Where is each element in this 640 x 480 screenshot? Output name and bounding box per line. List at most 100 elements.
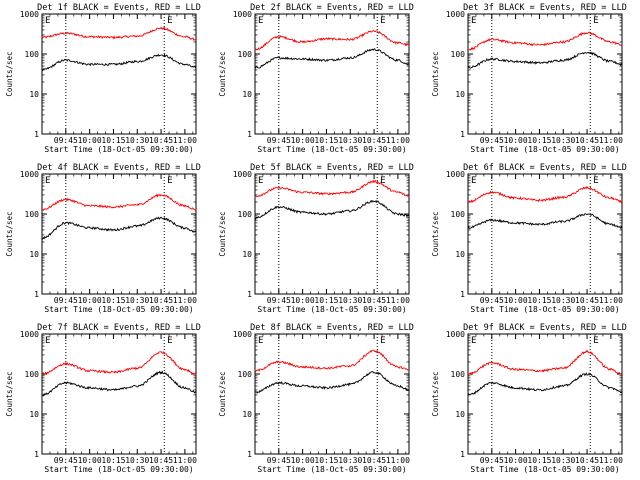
- x-tick-label: 11:00: [386, 296, 410, 305]
- x-tick-label: 10:00: [504, 296, 528, 305]
- panel-1: Det 1f BLACK = Events, RED = LLD Counts/s…: [5, 3, 201, 154]
- x-tick-label: 10:30: [551, 296, 575, 305]
- x-tick-label: 10:30: [551, 456, 575, 465]
- y-tick-label: 1: [247, 130, 252, 139]
- y-tick-label: 1: [460, 450, 465, 459]
- x-axis-label: Start Time (18-Oct-05 09:30:00): [470, 305, 619, 314]
- e-marker-1: E: [258, 16, 263, 26]
- y-tick-label: 100: [25, 210, 40, 219]
- x-tick-label: 11:00: [173, 456, 197, 465]
- series-line-events: [467, 51, 623, 69]
- x-tick-label: 10:00: [291, 456, 315, 465]
- x-tick-label: 10:45: [362, 456, 386, 465]
- y-tick-label: 100: [451, 50, 466, 59]
- x-axis-label: Start Time (18-Oct-05 09:30:00): [44, 145, 193, 154]
- plot-frame: [467, 333, 623, 455]
- plot-frame: [467, 13, 623, 135]
- x-tick-label: 10:15: [527, 136, 551, 145]
- panel-title: Det 7f BLACK = Events, RED = LLD: [37, 323, 201, 333]
- y-tick-label: 100: [238, 370, 253, 379]
- y-tick-label: 1000: [233, 170, 252, 179]
- y-tick-label: 1000: [233, 10, 252, 19]
- x-tick-label: 10:00: [78, 136, 102, 145]
- x-axis-label: Start Time (18-Oct-05 09:30:00): [44, 465, 193, 474]
- series-line-lld: [467, 186, 623, 204]
- x-tick-label: 11:00: [173, 296, 197, 305]
- y-tick-label: 10: [455, 250, 465, 259]
- e-marker-2: E: [593, 176, 598, 186]
- e-marker-1: E: [45, 16, 50, 26]
- x-axis-label: Start Time (18-Oct-05 09:30:00): [470, 465, 619, 474]
- x-tick-label: 10:30: [125, 136, 149, 145]
- x-axis-label: Start Time (18-Oct-05 09:30:00): [44, 305, 193, 314]
- x-tick-label: 11:00: [599, 456, 623, 465]
- x-tick-label: 09:45: [54, 456, 78, 465]
- panel-title: Det 6f BLACK = Events, RED = LLD: [463, 163, 627, 173]
- series-line-lld: [467, 31, 623, 51]
- y-tick-label: 1: [247, 450, 252, 459]
- y-tick-label: 1: [247, 290, 252, 299]
- series-line-events: [41, 53, 197, 72]
- y-tick-label: 1000: [446, 330, 465, 339]
- x-axis-label: Start Time (18-Oct-05 09:30:00): [470, 145, 619, 154]
- panel-title: Det 5f BLACK = Events, RED = LLD: [250, 163, 414, 173]
- plot-frame: [41, 333, 197, 455]
- x-tick-label: 10:30: [551, 136, 575, 145]
- x-tick-label: 10:45: [575, 456, 599, 465]
- x-tick-label: 10:15: [101, 136, 125, 145]
- x-tick-label: 10:15: [314, 456, 338, 465]
- y-tick-label: 1000: [20, 170, 39, 179]
- e-marker-1: E: [258, 176, 263, 186]
- x-tick-label: 10:45: [575, 296, 599, 305]
- panel-8: Det 8f BLACK = Events, RED = LLD Counts/s…: [218, 323, 414, 474]
- series-line-events: [41, 370, 197, 397]
- series-line-events: [467, 372, 623, 396]
- series-line-events: [41, 216, 197, 240]
- y-tick-label: 1: [34, 450, 39, 459]
- plot-frame: [41, 173, 197, 295]
- series-line-lld: [467, 349, 623, 376]
- x-tick-label: 10:45: [362, 296, 386, 305]
- x-tick-label: 10:45: [149, 136, 173, 145]
- series-line-events: [467, 213, 623, 230]
- e-marker-2: E: [380, 336, 385, 346]
- y-tick-label: 10: [29, 90, 39, 99]
- plot-frame: [467, 173, 623, 295]
- x-tick-label: 11:00: [173, 136, 197, 145]
- x-tick-label: 10:15: [314, 136, 338, 145]
- e-marker-2: E: [380, 176, 385, 186]
- plot-frame: [254, 13, 410, 135]
- e-marker-1: E: [45, 176, 50, 186]
- panel-title: Det 1f BLACK = Events, RED = LLD: [37, 3, 201, 13]
- e-marker-2: E: [593, 336, 598, 346]
- panel-title: Det 2f BLACK = Events, RED = LLD: [250, 3, 414, 13]
- y-axis-label: Counts/sec: [5, 371, 14, 416]
- panel-title: Det 4f BLACK = Events, RED = LLD: [37, 163, 201, 173]
- plot-frame: [41, 13, 197, 135]
- panel-7: Det 7f BLACK = Events, RED = LLD Counts/s…: [5, 323, 201, 474]
- series-line-events: [254, 199, 410, 220]
- plot-frame: [254, 333, 410, 455]
- x-tick-label: 11:00: [386, 456, 410, 465]
- x-tick-label: 10:00: [78, 296, 102, 305]
- x-tick-label: 10:00: [291, 136, 315, 145]
- x-tick-label: 09:45: [267, 136, 291, 145]
- series-line-lld: [254, 29, 410, 51]
- y-tick-label: 100: [451, 210, 466, 219]
- x-tick-label: 10:45: [575, 136, 599, 145]
- panel-4: Det 4f BLACK = Events, RED = LLD Counts/s…: [5, 163, 201, 314]
- x-tick-label: 09:45: [267, 296, 291, 305]
- series-line-events: [254, 371, 410, 394]
- x-tick-label: 10:30: [125, 456, 149, 465]
- series-line-lld: [255, 179, 410, 198]
- series-line-lld: [254, 349, 410, 373]
- y-tick-label: 10: [455, 90, 465, 99]
- y-tick-label: 10: [242, 90, 252, 99]
- x-tick-label: 09:45: [54, 136, 78, 145]
- panel-5: Det 5f BLACK = Events, RED = LLD Counts/s…: [218, 163, 414, 314]
- x-tick-label: 09:45: [267, 456, 291, 465]
- y-tick-label: 10: [242, 250, 252, 259]
- x-tick-label: 10:45: [149, 456, 173, 465]
- y-axis-label: Counts/sec: [218, 51, 227, 96]
